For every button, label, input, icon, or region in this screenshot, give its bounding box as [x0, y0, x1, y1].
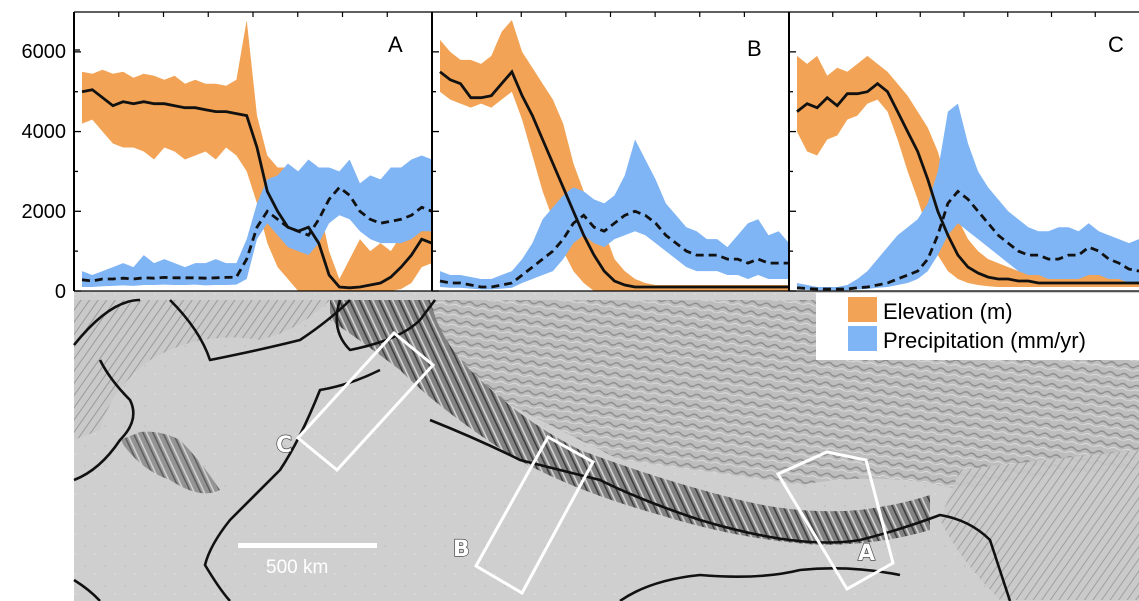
y-tick-label-4000: 4000: [22, 121, 67, 143]
border-north: [72, 298, 351, 362]
elevation-mean-line-a: [81, 88, 433, 290]
scale-bar: [238, 543, 377, 548]
swath-box-b: [473, 434, 596, 596]
sulaiman-range: [120, 431, 220, 494]
elevation-mean-line-b: [439, 69, 789, 289]
panel-b: [431, 11, 789, 292]
precipitation-band-b: [440, 139, 789, 290]
precipitation-mean-line-c: [796, 189, 1139, 291]
border-southwest: [73, 578, 101, 601]
swath-box-c: [295, 330, 436, 473]
elevation-band-b: [440, 19, 789, 291]
y-tick-label-0: 0: [55, 281, 66, 303]
scale-bar-label: 500 km: [266, 557, 328, 578]
y-tick-label-6000: 6000: [22, 41, 67, 63]
swath-label-b: B: [453, 537, 470, 562]
y-axis: 6000 4000 2000 0: [22, 41, 67, 303]
swath-label-c: C: [276, 433, 292, 458]
panel-a: [73, 11, 433, 292]
panel-label-c: C: [1108, 32, 1124, 57]
border-nepal: [429, 418, 1012, 601]
legend: Elevation (m) Precipitation (mm/yr): [816, 293, 1139, 360]
panel-c: [788, 11, 1139, 292]
precipitation-mean-line-a: [81, 185, 433, 283]
elevation-mean-line-c: [796, 81, 1139, 285]
precipitation-mean-line-b: [439, 209, 789, 289]
panel-label-b: B: [747, 36, 762, 61]
swath-box-a: [775, 450, 895, 592]
elevation-band-a: [82, 19, 432, 291]
legend-swatch-elevation: [848, 297, 877, 322]
himalayan-range: [330, 300, 930, 545]
eastern-ranges: [940, 450, 1139, 600]
legend-swatch-precipitation: [848, 326, 877, 351]
plot-panels: [73, 11, 1139, 292]
border-india-south: [619, 567, 901, 601]
western-ranges: [74, 300, 330, 440]
swath-label-a: A: [858, 541, 875, 566]
precipitation-band-c: [797, 103, 1139, 291]
border-kashmir: [335, 299, 437, 352]
panel-label-a: A: [388, 32, 403, 57]
legend-label-elevation: Elevation (m): [883, 299, 1013, 324]
border-west: [73, 359, 135, 482]
legend-label-precipitation: Precipitation (mm/yr): [883, 328, 1086, 353]
border-pakistan-india: [203, 368, 381, 601]
borders: [72, 298, 1012, 601]
swath-boxes: [295, 330, 895, 596]
precipitation-band-a: [82, 155, 432, 288]
elevation-band-c: [797, 55, 1139, 288]
y-tick-label-2000: 2000: [22, 201, 67, 223]
